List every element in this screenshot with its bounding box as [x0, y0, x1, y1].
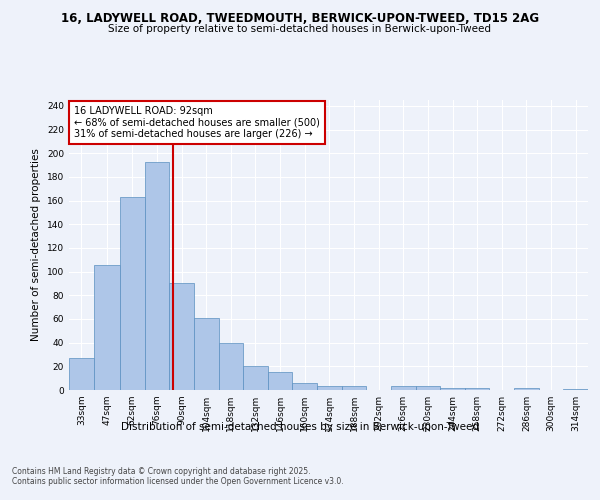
Bar	[94, 264, 120, 390]
Bar	[514, 388, 539, 390]
Bar	[563, 389, 588, 390]
Bar	[145, 162, 169, 390]
Text: Contains public sector information licensed under the Open Government Licence v3: Contains public sector information licen…	[12, 478, 344, 486]
Text: 16 LADYWELL ROAD: 92sqm
← 68% of semi-detached houses are smaller (500)
31% of s: 16 LADYWELL ROAD: 92sqm ← 68% of semi-de…	[74, 106, 320, 139]
Bar	[243, 366, 268, 390]
Bar	[69, 358, 94, 390]
Y-axis label: Number of semi-detached properties: Number of semi-detached properties	[31, 148, 41, 342]
Text: Distribution of semi-detached houses by size in Berwick-upon-Tweed: Distribution of semi-detached houses by …	[121, 422, 479, 432]
Bar	[218, 342, 243, 390]
Text: Contains HM Land Registry data © Crown copyright and database right 2025.: Contains HM Land Registry data © Crown c…	[12, 468, 311, 476]
Bar	[391, 386, 416, 390]
Bar	[416, 386, 440, 390]
Bar	[120, 197, 145, 390]
Text: 16, LADYWELL ROAD, TWEEDMOUTH, BERWICK-UPON-TWEED, TD15 2AG: 16, LADYWELL ROAD, TWEEDMOUTH, BERWICK-U…	[61, 12, 539, 26]
Text: Size of property relative to semi-detached houses in Berwick-upon-Tweed: Size of property relative to semi-detach…	[109, 24, 491, 34]
Bar	[194, 318, 218, 390]
Bar	[341, 386, 367, 390]
Bar	[317, 386, 341, 390]
Bar	[169, 284, 194, 390]
Bar	[465, 388, 490, 390]
Bar	[268, 372, 292, 390]
Bar	[440, 388, 465, 390]
Bar	[292, 383, 317, 390]
